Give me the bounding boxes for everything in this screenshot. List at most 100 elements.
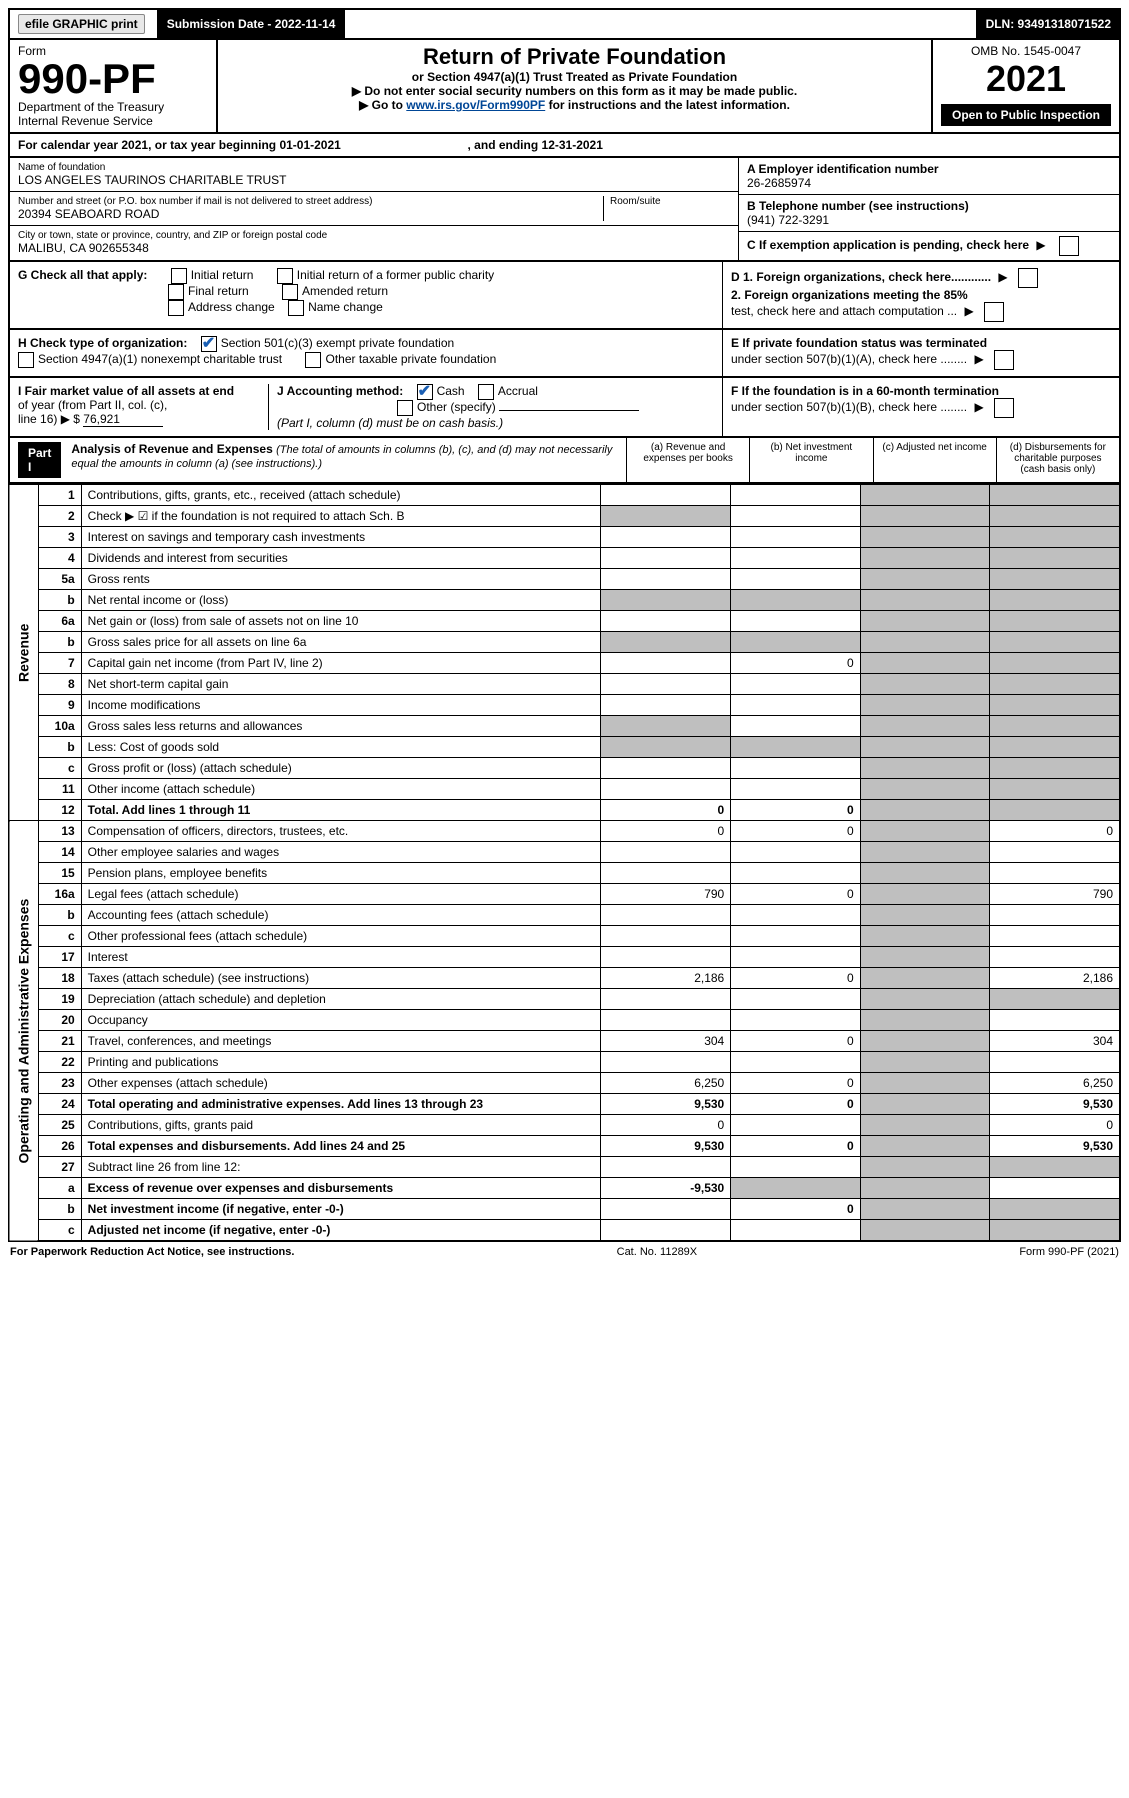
tax-year: 2021 xyxy=(941,58,1111,100)
table-row: 20Occupancy xyxy=(9,1010,1120,1031)
irs-link[interactable]: www.irs.gov/Form990PF xyxy=(406,98,545,112)
form-number: 990-PF xyxy=(18,58,208,100)
phone-label: B Telephone number (see instructions) xyxy=(747,199,1111,213)
part1-header-row: Part I Analysis of Revenue and Expenses … xyxy=(8,438,1121,484)
table-row: bNet rental income or (loss) xyxy=(9,590,1120,611)
table-row: 15Pension plans, employee benefits xyxy=(9,863,1120,884)
j-cash-checkbox[interactable] xyxy=(417,384,433,400)
g-initial-former-checkbox[interactable] xyxy=(277,268,293,284)
table-row: bGross sales price for all assets on lin… xyxy=(9,632,1120,653)
table-row: 12Total. Add lines 1 through 1100 xyxy=(9,800,1120,821)
section-h-e: H Check type of organization: Section 50… xyxy=(8,330,1121,378)
addr-label: Number and street (or P.O. box number if… xyxy=(18,196,603,207)
d2-checkbox[interactable] xyxy=(984,302,1004,322)
part1-badge: Part I xyxy=(18,442,61,478)
name-label: Name of foundation xyxy=(18,162,730,173)
table-row: 27Subtract line 26 from line 12: xyxy=(9,1157,1120,1178)
c-checkbox[interactable] xyxy=(1059,236,1079,256)
table-row: 25Contributions, gifts, grants paid00 xyxy=(9,1115,1120,1136)
h-501c3-checkbox[interactable] xyxy=(201,336,217,352)
table-row: Revenue1Contributions, gifts, grants, et… xyxy=(9,485,1120,506)
g-initial-checkbox[interactable] xyxy=(171,268,187,284)
form-note1: ▶ Do not enter social security numbers o… xyxy=(226,84,923,98)
table-row: 6aNet gain or (loss) from sale of assets… xyxy=(9,611,1120,632)
table-row: 5aGross rents xyxy=(9,569,1120,590)
c-label: C If exemption application is pending, c… xyxy=(747,238,1029,252)
col-c-header: (c) Adjusted net income xyxy=(873,438,996,482)
city-label: City or town, state or province, country… xyxy=(18,230,730,241)
ein-label: A Employer identification number xyxy=(747,162,1111,176)
col-b-header: (b) Net investment income xyxy=(749,438,872,482)
page-footer: For Paperwork Reduction Act Notice, see … xyxy=(8,1242,1121,1262)
table-row: 11Other income (attach schedule) xyxy=(9,779,1120,800)
table-row: bNet investment income (if negative, ent… xyxy=(9,1199,1120,1220)
table-row: 18Taxes (attach schedule) (see instructi… xyxy=(9,968,1120,989)
h-other-checkbox[interactable] xyxy=(305,352,321,368)
table-row: 9Income modifications xyxy=(9,695,1120,716)
form-note2: ▶ Go to www.irs.gov/Form990PF for instru… xyxy=(226,98,923,112)
table-row: 21Travel, conferences, and meetings30403… xyxy=(9,1031,1120,1052)
j-other-checkbox[interactable] xyxy=(397,400,413,416)
expenses-section-label: Operating and Administrative Expenses xyxy=(9,821,39,1242)
table-row: 8Net short-term capital gain xyxy=(9,674,1120,695)
col-d-header: (d) Disbursements for charitable purpose… xyxy=(996,438,1119,482)
efile-button[interactable]: efile GRAPHIC print xyxy=(18,14,145,34)
table-row: 24Total operating and administrative exp… xyxy=(9,1094,1120,1115)
j-accrual-checkbox[interactable] xyxy=(478,384,494,400)
table-row: cGross profit or (loss) (attach schedule… xyxy=(9,758,1120,779)
table-row: 2Check ▶ ☑ if the foundation is not requ… xyxy=(9,506,1120,527)
top-bar: efile GRAPHIC print Submission Date - 20… xyxy=(8,8,1121,40)
efile-cell: efile GRAPHIC print xyxy=(10,10,159,38)
room-label: Room/suite xyxy=(610,196,730,207)
g-amended-checkbox[interactable] xyxy=(282,284,298,300)
dept-line2: Internal Revenue Service xyxy=(18,114,208,128)
h-label: H Check type of organization: xyxy=(18,336,187,350)
section-g-d: G Check all that apply: Initial return I… xyxy=(8,262,1121,330)
form-header: Form 990-PF Department of the Treasury I… xyxy=(8,40,1121,134)
table-row: 23Other expenses (attach schedule)6,2500… xyxy=(9,1073,1120,1094)
table-row: 22Printing and publications xyxy=(9,1052,1120,1073)
phone-value: (941) 722-3291 xyxy=(747,213,1111,227)
info-grid: Name of foundation LOS ANGELES TAURINOS … xyxy=(8,158,1121,262)
table-row: cAdjusted net income (if negative, enter… xyxy=(9,1220,1120,1242)
table-row: 17Interest xyxy=(9,947,1120,968)
table-row: 3Interest on savings and temporary cash … xyxy=(9,527,1120,548)
g-label: G Check all that apply: xyxy=(18,268,147,282)
fmv-value: 76,921 xyxy=(83,412,163,427)
h-4947-checkbox[interactable] xyxy=(18,352,34,368)
open-public-badge: Open to Public Inspection xyxy=(941,104,1111,126)
submission-date: Submission Date - 2022-11-14 xyxy=(159,10,346,38)
table-row: 10aGross sales less returns and allowanc… xyxy=(9,716,1120,737)
form-title: Return of Private Foundation xyxy=(226,44,923,70)
table-row: 16aLegal fees (attach schedule)7900790 xyxy=(9,884,1120,905)
arrow-icon: ▶ xyxy=(1036,238,1045,252)
foundation-city: MALIBU, CA 902655348 xyxy=(18,241,730,255)
g-name-checkbox[interactable] xyxy=(288,300,304,316)
omb-number: OMB No. 1545-0047 xyxy=(941,44,1111,58)
g-address-checkbox[interactable] xyxy=(168,300,184,316)
form-subtitle: or Section 4947(a)(1) Trust Treated as P… xyxy=(226,70,923,84)
calendar-year-row: For calendar year 2021, or tax year begi… xyxy=(8,134,1121,158)
table-row: 7Capital gain net income (from Part IV, … xyxy=(9,653,1120,674)
e-checkbox[interactable] xyxy=(994,350,1014,370)
dln: DLN: 93491318071522 xyxy=(978,10,1119,38)
table-row: cOther professional fees (attach schedul… xyxy=(9,926,1120,947)
table-row: Operating and Administrative Expenses13C… xyxy=(9,821,1120,842)
table-row: 14Other employee salaries and wages xyxy=(9,842,1120,863)
part1-table: Revenue1Contributions, gifts, grants, et… xyxy=(8,484,1121,1242)
table-row: 4Dividends and interest from securities xyxy=(9,548,1120,569)
f-checkbox[interactable] xyxy=(994,398,1014,418)
ein-value: 26-2685974 xyxy=(747,176,1111,190)
table-row: bLess: Cost of goods sold xyxy=(9,737,1120,758)
dept-line1: Department of the Treasury xyxy=(18,100,208,114)
section-i-j-f: I Fair market value of all assets at end… xyxy=(8,378,1121,438)
revenue-section-label: Revenue xyxy=(9,485,39,821)
d1-checkbox[interactable] xyxy=(1018,268,1038,288)
g-final-checkbox[interactable] xyxy=(168,284,184,300)
table-row: bAccounting fees (attach schedule) xyxy=(9,905,1120,926)
foundation-address: 20394 SEABOARD ROAD xyxy=(18,207,603,221)
table-row: 26Total expenses and disbursements. Add … xyxy=(9,1136,1120,1157)
table-row: 19Depreciation (attach schedule) and dep… xyxy=(9,989,1120,1010)
col-a-header: (a) Revenue and expenses per books xyxy=(626,438,749,482)
table-row: aExcess of revenue over expenses and dis… xyxy=(9,1178,1120,1199)
